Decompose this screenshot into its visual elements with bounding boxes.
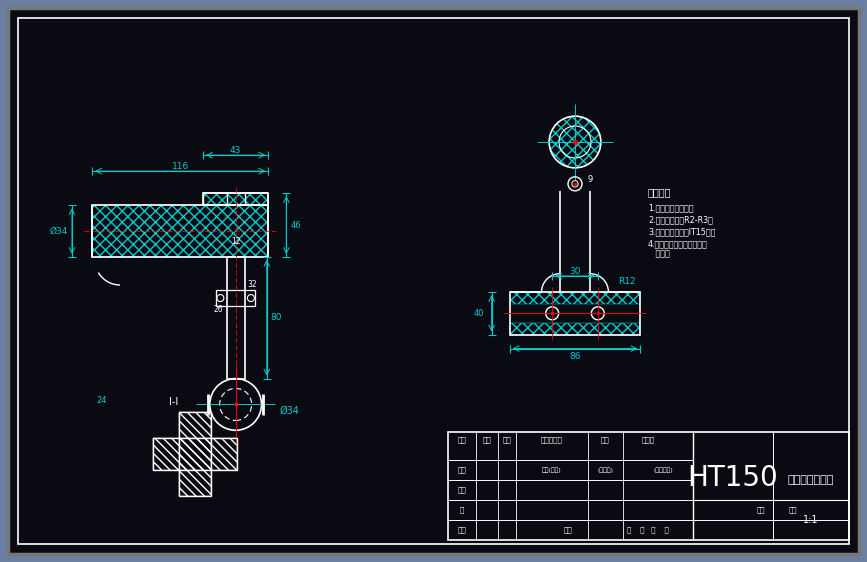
- Text: 共    页   第    页: 共 页 第 页: [627, 527, 668, 533]
- Bar: [92, 205, 268, 257]
- Text: 分区: 分区: [503, 437, 512, 443]
- Text: (年月日): (年月日): [597, 467, 613, 473]
- Bar: [448, 432, 849, 540]
- Bar: [153, 438, 238, 470]
- Text: R12: R12: [617, 278, 636, 287]
- Bar: [510, 292, 641, 304]
- Text: 26: 26: [213, 305, 224, 314]
- Text: 86: 86: [570, 352, 581, 361]
- Text: 1:1: 1:1: [803, 515, 818, 525]
- Text: 12: 12: [231, 237, 240, 246]
- Bar: [510, 292, 641, 334]
- Text: HT150: HT150: [688, 464, 779, 492]
- Text: 设计: 设计: [458, 466, 466, 473]
- Text: 相应。: 相应。: [648, 250, 669, 259]
- Bar: [92, 205, 268, 257]
- Text: 4.未注形位公差按公差等级: 4.未注形位公差按公差等级: [648, 239, 707, 248]
- Text: 标记: 标记: [458, 437, 466, 443]
- Bar: [153, 438, 238, 470]
- Text: 工艺: 工艺: [458, 527, 466, 533]
- Text: 1.铸件不得有缺陷。: 1.铸件不得有缺陷。: [648, 203, 694, 212]
- Text: 80: 80: [271, 313, 283, 322]
- Text: Ø34: Ø34: [50, 226, 68, 235]
- Bar: [216, 291, 256, 306]
- Bar: [203, 193, 268, 205]
- Text: 3.未注尺寸公差按IT15级。: 3.未注尺寸公差按IT15级。: [648, 228, 715, 237]
- Text: Ø34: Ø34: [279, 405, 299, 415]
- Text: 43: 43: [230, 146, 241, 155]
- Text: 40: 40: [473, 309, 484, 318]
- Text: 46: 46: [290, 220, 301, 230]
- Text: 116: 116: [172, 162, 189, 171]
- Text: 32: 32: [248, 280, 257, 289]
- Text: 十字接头毛坤图: 十字接头毛坤图: [788, 475, 834, 485]
- Text: 制图: 制图: [458, 487, 466, 493]
- Text: 2.未注铸造圆角R2-R3。: 2.未注铸造圆角R2-R3。: [648, 215, 713, 224]
- Bar: [226, 257, 244, 379]
- Text: 签名: 签名: [601, 437, 610, 443]
- Bar: [510, 323, 641, 334]
- Text: 比例: 比例: [789, 507, 798, 513]
- Text: 描: 描: [460, 507, 464, 513]
- Text: 年月日: 年月日: [642, 437, 655, 443]
- Bar: [179, 412, 211, 496]
- Text: 审核(签名): 审核(签名): [542, 467, 562, 473]
- Bar: [179, 412, 211, 496]
- Text: I-I: I-I: [169, 397, 179, 407]
- Text: 重量: 重量: [757, 507, 766, 513]
- Text: 更改文件号: 更改文件号: [541, 437, 563, 443]
- Text: 9: 9: [587, 175, 593, 184]
- Text: 24: 24: [97, 396, 108, 405]
- Bar: [203, 193, 268, 205]
- Text: (标准审定): (标准审定): [653, 467, 673, 473]
- Text: 技术要求: 技术要求: [648, 187, 672, 197]
- Text: 标准: 标准: [564, 527, 572, 533]
- Text: 处数: 处数: [483, 437, 492, 443]
- Text: 30: 30: [570, 266, 581, 275]
